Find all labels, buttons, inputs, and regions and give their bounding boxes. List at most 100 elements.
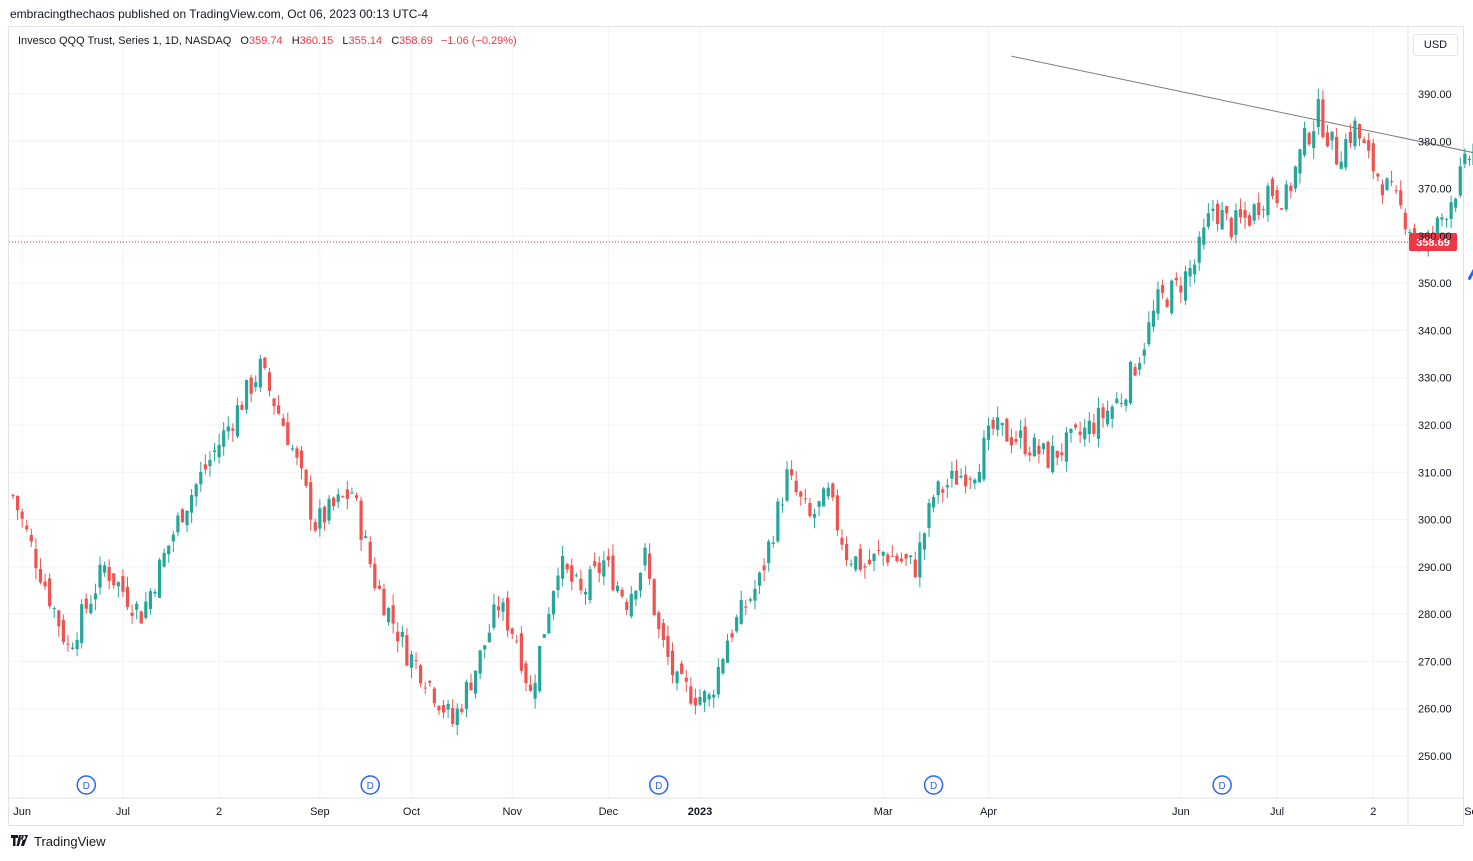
candle-body (716, 666, 720, 695)
y-tick-label: 330.00 (1418, 373, 1452, 385)
candle-body (964, 474, 968, 487)
x-tick-label: Mar (874, 806, 893, 818)
candle-body (98, 564, 102, 588)
candle-body (386, 608, 391, 623)
candle-body (748, 599, 752, 601)
brand-name: TradingView (34, 834, 106, 849)
candle-body (1371, 143, 1375, 172)
candle-body (1170, 280, 1174, 314)
candle-body (890, 555, 894, 557)
candle-body (217, 444, 221, 458)
candle-body (1266, 185, 1270, 216)
candle-body (75, 639, 79, 649)
candle-body (1444, 219, 1449, 221)
candle-body (1179, 285, 1183, 293)
candle-body (354, 495, 359, 499)
candle-body (1083, 427, 1087, 440)
candle-body (267, 372, 272, 391)
candle-body (606, 556, 610, 561)
candle-body (588, 569, 592, 601)
candle-body (332, 497, 336, 507)
candle-body (881, 552, 885, 556)
candle-body (689, 686, 693, 704)
candle-body (625, 601, 629, 610)
candle-body (139, 611, 143, 624)
candle-body (634, 590, 638, 600)
candle-body (872, 553, 876, 562)
candle-body (125, 586, 130, 608)
candle-body (1124, 399, 1128, 406)
candle-body (1211, 208, 1215, 211)
candle-body (895, 555, 899, 562)
candle-body (258, 358, 262, 388)
candle-body (840, 537, 844, 545)
candle-body (661, 623, 665, 641)
candle-body (707, 694, 711, 700)
candle-body (1252, 204, 1256, 221)
candle-body (1000, 422, 1004, 426)
footer-brand: TradingView (10, 834, 106, 849)
candle-body (538, 646, 542, 692)
high-value: 360.15 (299, 35, 334, 47)
candle-body (1234, 210, 1238, 235)
candle-body (1106, 410, 1110, 425)
candle-body (597, 562, 601, 574)
candle-body (38, 569, 43, 583)
x-tick-label: Sep (310, 806, 330, 818)
candle-body (753, 588, 757, 601)
candle-body (48, 578, 52, 607)
close-value: 358.69 (399, 35, 433, 47)
candle-body (222, 430, 226, 447)
candle-body (1069, 428, 1073, 433)
candle-body (927, 503, 931, 529)
candle-body (1316, 99, 1320, 128)
candle-body (1160, 284, 1165, 293)
currency-button[interactable]: USD (1413, 34, 1458, 56)
candle-body (794, 480, 798, 493)
candle-body (1138, 362, 1142, 370)
candle-body (345, 489, 349, 499)
candle-body (959, 475, 963, 478)
candle-body (1238, 209, 1243, 218)
candle-body (1046, 441, 1050, 468)
candle-body (190, 495, 194, 513)
candle-body (212, 450, 217, 452)
y-tick-label: 290.00 (1418, 562, 1452, 574)
y-tick-label: 390.00 (1418, 89, 1452, 101)
candle-body (510, 628, 514, 634)
candle-body (533, 682, 537, 699)
candle-body (556, 575, 560, 591)
candle-body (391, 605, 395, 624)
x-tick-label: Jul (116, 806, 130, 818)
candle-body (579, 578, 583, 591)
tradingview-logo-icon (11, 834, 28, 846)
candle-body (1257, 202, 1261, 216)
candle-body (968, 478, 972, 480)
candle-body (428, 680, 432, 683)
candle-body (1463, 153, 1467, 165)
candle-body (419, 665, 423, 684)
candle-body (941, 489, 945, 493)
candle-body (790, 469, 794, 476)
y-tick-label: 280.00 (1418, 609, 1452, 621)
x-tick-label: Oct (403, 806, 420, 818)
candle-body (771, 542, 775, 544)
candle-body (1325, 132, 1330, 147)
candle-body (918, 542, 922, 578)
candle-body (1335, 136, 1339, 165)
candle-body (1376, 173, 1380, 177)
candle-body (803, 498, 807, 500)
candle-body (643, 547, 647, 566)
dividend-marker-label: D (83, 781, 90, 792)
candle-body (922, 533, 927, 550)
candle-body (1353, 120, 1357, 147)
candle-body (652, 579, 656, 615)
candle-body (483, 645, 487, 650)
candle-body (176, 515, 180, 533)
candle-body (954, 470, 959, 485)
candle-body (322, 506, 327, 523)
candle-body (11, 494, 15, 497)
candle-body (666, 635, 670, 657)
low-value: 355.14 (348, 35, 383, 47)
